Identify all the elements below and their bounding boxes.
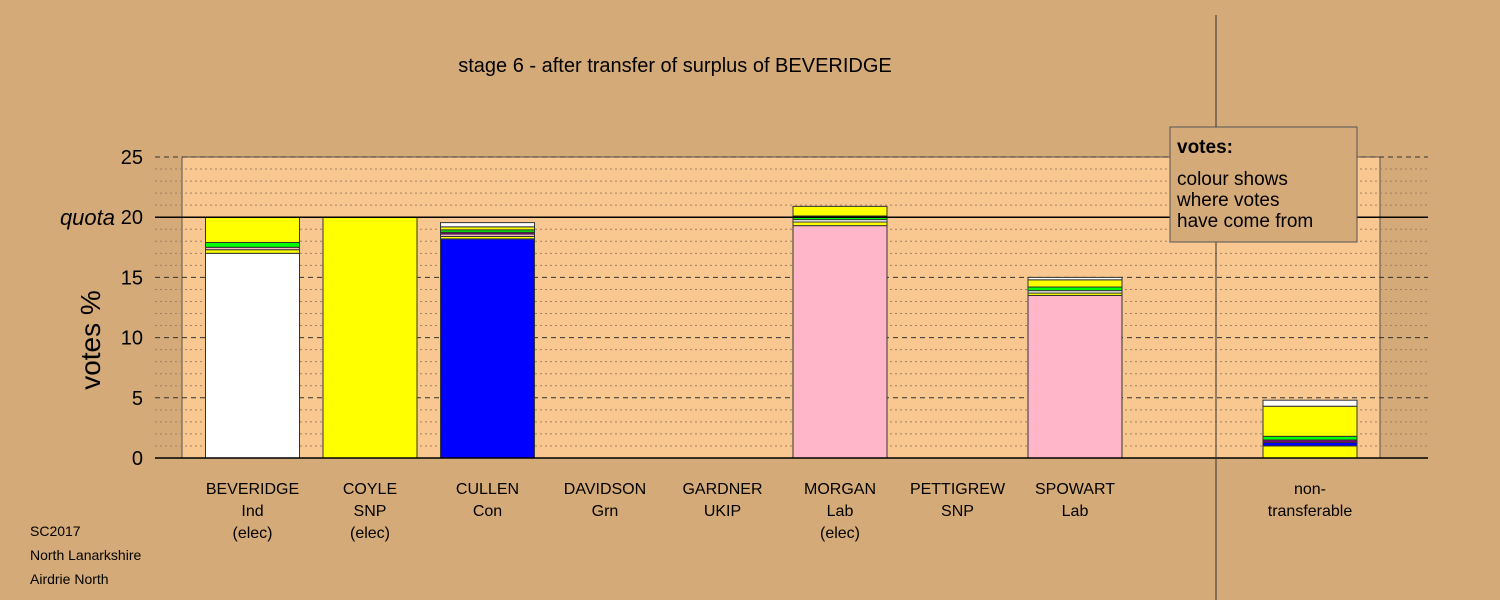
bar-morgan-segment (792, 225, 888, 459)
candidate-label-beveridge: BEVERIDGE (206, 481, 299, 498)
nontransferable-label: non- (1294, 481, 1326, 498)
candidate-label-coyle: SNP (354, 503, 387, 520)
bar-cullen-segment (440, 238, 535, 459)
candidate-label-beveridge: Ind (241, 503, 263, 520)
bar-nontransferable-segment (1262, 399, 1358, 407)
candidate-label-morgan: Lab (827, 503, 854, 520)
footer-line-1: SC2017 (30, 523, 81, 539)
legend-title: votes: (1177, 137, 1233, 158)
bar-nontransferable-segment (1262, 445, 1358, 459)
legend-line-1: colour shows (1177, 169, 1288, 190)
bar-spowart-segment (1027, 286, 1123, 292)
bar-beveridge-segment (205, 249, 300, 254)
legend-box (1169, 126, 1358, 243)
y-tick-label: 25 (121, 147, 143, 169)
bar-spowart-segment (1027, 294, 1123, 459)
legend-line-3: have come from (1177, 211, 1313, 232)
quota-label: quota (60, 205, 115, 230)
candidate-label-morgan: MORGAN (804, 481, 876, 498)
legend: votes: colour shows where votes have com… (1169, 126, 1358, 243)
nontransferable-label: transferable (1268, 503, 1353, 520)
y-tick-label: 20 (121, 207, 143, 229)
candidate-label-davidson: DAVIDSON (564, 481, 646, 498)
bar-spowart-segment (1027, 279, 1123, 288)
bar-spowart-segment (1027, 276, 1123, 281)
bar-morgan-segment (792, 221, 888, 227)
candidate-label-coyle: COYLE (343, 481, 397, 498)
bar-morgan-segment (792, 205, 888, 217)
plot-area: 0 5 10 15 20 25 BEVERIDGE Ind (elec) COYLE SNP (ele… (121, 15, 1428, 600)
candidate-label-gardner: UKIP (704, 503, 741, 520)
candidate-label-pettigrew: SNP (941, 503, 974, 520)
candidate-label-gardner: GARDNER (682, 481, 762, 498)
footer-line-2: North Lanarkshire (30, 547, 141, 563)
bar-beveridge-segment (205, 216, 300, 243)
candidate-label-cullen: CULLEN (456, 481, 519, 498)
candidate-label-davidson: Grn (592, 503, 619, 520)
bar-nontransferable-segment (1262, 405, 1358, 437)
y-tick-label: 0 (132, 448, 143, 470)
y-tick-label: 10 (121, 328, 143, 350)
candidate-label-morgan: (elec) (820, 525, 860, 542)
y-axis-label: votes % (75, 290, 106, 390)
bar-cullen-segment (440, 222, 535, 228)
y-tick-label: 5 (132, 388, 143, 410)
bar-nontransferable-segment (1262, 441, 1358, 447)
legend-line-2: where votes (1176, 190, 1279, 211)
candidate-label-beveridge: (elec) (232, 525, 272, 542)
chart-title: stage 6 - after transfer of surplus of B… (458, 55, 892, 77)
bar-beveridge-segment (205, 241, 300, 248)
bar-nontransferable-segment (1262, 435, 1358, 441)
bar-beveridge-segment (205, 252, 300, 459)
candidate-label-spowart: SPOWART (1035, 481, 1115, 498)
bar-coyle-segment (322, 216, 418, 459)
candidate-label-pettigrew: PETTIGREW (910, 481, 1006, 498)
candidate-label-coyle: (elec) (350, 525, 390, 542)
footer: SC2017 North Lanarkshire Airdrie North (30, 523, 141, 587)
footer-line-3: Airdrie North (30, 571, 109, 587)
candidate-label-cullen: Con (473, 503, 502, 520)
candidate-label-spowart: Lab (1062, 503, 1089, 520)
y-tick-label: 15 (121, 267, 143, 289)
